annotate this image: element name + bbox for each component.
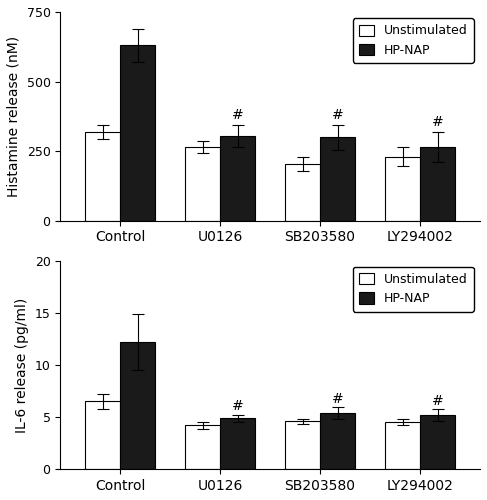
- Y-axis label: IL-6 release (pg/ml): IL-6 release (pg/ml): [15, 298, 29, 432]
- Bar: [220, 136, 255, 220]
- Bar: [320, 413, 355, 470]
- Text: #: #: [232, 399, 244, 413]
- Bar: [120, 46, 155, 220]
- Bar: [385, 422, 420, 470]
- Bar: [185, 147, 220, 220]
- Bar: [420, 415, 455, 470]
- Legend: Unstimulated, HP-NAP: Unstimulated, HP-NAP: [353, 267, 474, 312]
- Bar: [420, 147, 455, 220]
- Text: #: #: [332, 392, 343, 406]
- Bar: [320, 137, 355, 220]
- Bar: [285, 164, 320, 220]
- Legend: Unstimulated, HP-NAP: Unstimulated, HP-NAP: [353, 18, 474, 63]
- Bar: [120, 342, 155, 469]
- Bar: [285, 422, 320, 470]
- Bar: [220, 418, 255, 470]
- Bar: [85, 132, 120, 220]
- Bar: [185, 426, 220, 470]
- Y-axis label: Histamine release (nM): Histamine release (nM): [7, 36, 21, 197]
- Text: #: #: [232, 108, 244, 122]
- Text: #: #: [431, 115, 444, 129]
- Text: #: #: [431, 394, 444, 407]
- Bar: [85, 402, 120, 469]
- Bar: [385, 156, 420, 220]
- Text: #: #: [332, 108, 343, 122]
